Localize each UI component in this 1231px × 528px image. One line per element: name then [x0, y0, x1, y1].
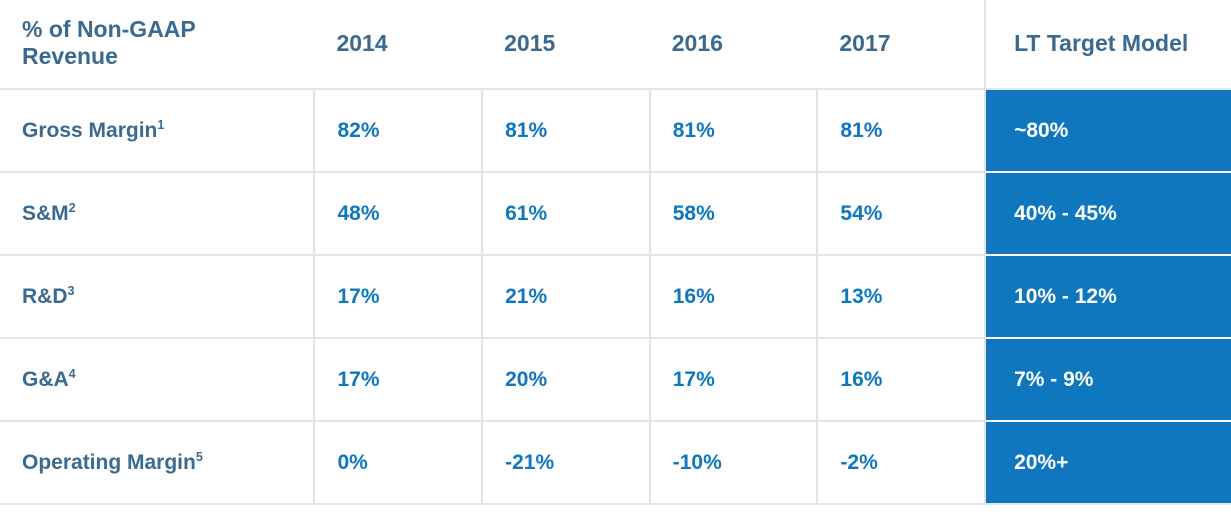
header-year-2014: 2014	[314, 0, 482, 89]
header-lt-target: LT Target Model	[985, 0, 1231, 89]
header-year-2016: 2016	[650, 0, 818, 89]
metric-label: Gross Margin	[22, 119, 157, 142]
value-cell-2014: 82%	[314, 89, 482, 172]
non-gaap-revenue-table: % of Non-GAAP Revenue 2014 2015 2016 201…	[0, 0, 1231, 505]
value-cell-2015: 20%	[482, 338, 650, 421]
header-year-2015: 2015	[482, 0, 650, 89]
footnote-sup: 2	[69, 201, 76, 215]
value-cell-2015: 81%	[482, 89, 650, 172]
footnote-sup: 3	[68, 284, 75, 298]
value-cell-2017: 81%	[817, 89, 985, 172]
table-row: R&D3 17% 21% 16% 13% 10% - 12%	[0, 255, 1231, 338]
value-cell-2017: 13%	[817, 255, 985, 338]
value-cell-2015: -21%	[482, 421, 650, 504]
metric-label: G&A	[22, 368, 69, 391]
value-cell-2014: 0%	[314, 421, 482, 504]
footnote-sup: 1	[157, 118, 164, 132]
lt-target-cell: 20%+	[985, 421, 1231, 504]
metric-cell: Operating Margin5	[0, 421, 314, 504]
value-cell-2014: 17%	[314, 338, 482, 421]
value-cell-2015: 21%	[482, 255, 650, 338]
lt-target-cell: 40% - 45%	[985, 172, 1231, 255]
metric-cell: S&M2	[0, 172, 314, 255]
footnote-sup: 5	[196, 450, 203, 464]
lt-target-cell: 10% - 12%	[985, 255, 1231, 338]
value-cell-2014: 48%	[314, 172, 482, 255]
value-cell-2017: 54%	[817, 172, 985, 255]
metric-cell: Gross Margin1	[0, 89, 314, 172]
metric-label: S&M	[22, 202, 69, 225]
table-row: S&M2 48% 61% 58% 54% 40% - 45%	[0, 172, 1231, 255]
footnote-sup: 4	[69, 367, 76, 381]
value-cell-2014: 17%	[314, 255, 482, 338]
value-cell-2016: 17%	[650, 338, 818, 421]
value-cell-2017: -2%	[817, 421, 985, 504]
metric-label: R&D	[22, 285, 68, 308]
table-row: Operating Margin5 0% -21% -10% -2% 20%+	[0, 421, 1231, 504]
value-cell-2016: -10%	[650, 421, 818, 504]
lt-target-cell: 7% - 9%	[985, 338, 1231, 421]
table-header-row: % of Non-GAAP Revenue 2014 2015 2016 201…	[0, 0, 1231, 89]
metric-cell: G&A4	[0, 338, 314, 421]
header-year-2017: 2017	[817, 0, 985, 89]
table-row: G&A4 17% 20% 17% 16% 7% - 9%	[0, 338, 1231, 421]
value-cell-2016: 16%	[650, 255, 818, 338]
table-row: Gross Margin1 82% 81% 81% 81% ~80%	[0, 89, 1231, 172]
lt-target-cell: ~80%	[985, 89, 1231, 172]
header-row-label: % of Non-GAAP Revenue	[0, 0, 314, 89]
metric-cell: R&D3	[0, 255, 314, 338]
table-body: Gross Margin1 82% 81% 81% 81% ~80% S&M2 …	[0, 89, 1231, 504]
value-cell-2017: 16%	[817, 338, 985, 421]
value-cell-2015: 61%	[482, 172, 650, 255]
value-cell-2016: 81%	[650, 89, 818, 172]
value-cell-2016: 58%	[650, 172, 818, 255]
metric-label: Operating Margin	[22, 451, 196, 474]
